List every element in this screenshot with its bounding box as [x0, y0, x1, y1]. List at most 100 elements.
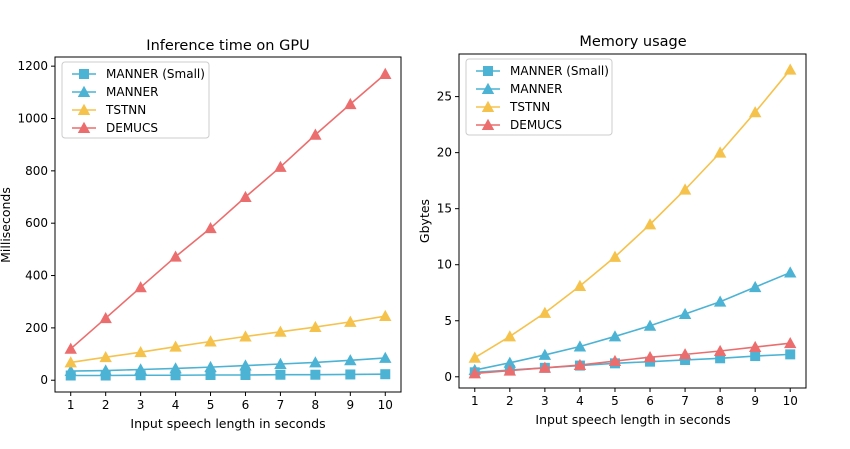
- data-point: [239, 330, 252, 342]
- y-tick-label: 0: [444, 370, 452, 384]
- data-point: [99, 364, 112, 376]
- data-point: [713, 295, 727, 307]
- data-point: [274, 357, 287, 369]
- data-point: [380, 369, 391, 380]
- axis-ticks: 1 2 3 4 5 6 7 8 9 10 0 200 400 600 800 1000 1200: [17, 59, 392, 412]
- x-tick-label: 6: [242, 398, 250, 412]
- series-line: [70, 315, 386, 364]
- legend-marker: [77, 121, 91, 133]
- y-tick-label: 20: [437, 146, 452, 160]
- data-point: [608, 250, 622, 262]
- y-tick-label: 800: [25, 164, 48, 178]
- chart-title: Memory usage: [579, 34, 686, 50]
- data-point: [784, 266, 797, 278]
- data-point: [503, 356, 517, 368]
- data-point: [379, 309, 392, 322]
- inference-time-chart: Inference time on GPU Input speech lengt…: [0, 38, 402, 431]
- x-tick-label: 2: [506, 394, 514, 408]
- y-tick-label: 1000: [17, 112, 48, 126]
- axis-ticks: 1 2 3 4 5 6 7 8 9 10 0 5 10 15 20 25: [437, 90, 798, 408]
- data-point: [274, 160, 287, 172]
- legend-marker: [481, 100, 495, 112]
- data-point: [678, 348, 692, 360]
- legend-marker: [77, 103, 91, 115]
- data-point: [239, 359, 252, 371]
- data-point: [310, 369, 321, 380]
- x-tick-label: 4: [576, 394, 584, 408]
- data-point: [379, 67, 392, 79]
- data-point: [204, 360, 217, 373]
- legend-label: TSTNN: [509, 100, 550, 114]
- data-point: [274, 325, 287, 337]
- data-point: [99, 350, 112, 363]
- x-tick-label: 3: [137, 398, 145, 412]
- data-point: [64, 342, 77, 354]
- data-point: [503, 364, 517, 376]
- data-point: [309, 320, 322, 333]
- plot-area: [468, 63, 797, 379]
- data-point: [503, 330, 517, 342]
- x-tick-label: 5: [611, 394, 619, 408]
- y-tick-label: 1200: [17, 59, 48, 73]
- y-tick-label: 25: [437, 90, 452, 104]
- series-line: [474, 69, 791, 359]
- x-tick-label: 8: [312, 398, 320, 412]
- data-point: [680, 354, 691, 365]
- series-manner: [64, 351, 392, 377]
- x-tick-label: 2: [102, 398, 110, 412]
- x-tick-label: 8: [716, 394, 724, 408]
- legend-label: TSTNN: [105, 103, 146, 117]
- data-point: [239, 190, 252, 202]
- x-tick-label: 7: [277, 398, 285, 412]
- legend-label: MANNER: [510, 82, 562, 96]
- data-point: [169, 250, 182, 262]
- data-point: [538, 361, 552, 373]
- series-demucs: [468, 336, 797, 379]
- data-point: [99, 311, 112, 324]
- data-point: [573, 358, 587, 370]
- y-axis-label: Gbytes: [417, 199, 432, 243]
- x-tick-label: 9: [347, 398, 355, 412]
- x-axis-label: Input speech length in seconds: [535, 412, 730, 427]
- data-point: [784, 63, 797, 75]
- data-point: [643, 350, 657, 363]
- x-tick-label: 6: [646, 394, 654, 408]
- data-point: [135, 370, 146, 381]
- series-line: [474, 342, 791, 375]
- data-point: [204, 335, 217, 347]
- data-point: [713, 344, 727, 356]
- series-line: [70, 357, 386, 372]
- series-line: [474, 271, 791, 371]
- series-manner: [468, 266, 797, 376]
- memory-usage-chart: Memory usage Input speech length in seco…: [417, 34, 807, 427]
- legend-label: DEMUCS: [106, 121, 158, 135]
- x-tick-label: 10: [378, 398, 393, 412]
- data-point: [64, 356, 77, 368]
- x-tick-label: 5: [207, 398, 215, 412]
- data-point: [309, 356, 322, 368]
- data-point: [169, 362, 182, 374]
- data-point: [643, 218, 657, 230]
- data-point: [345, 369, 356, 380]
- data-point: [573, 279, 587, 291]
- data-point: [344, 354, 357, 366]
- data-point: [134, 281, 147, 293]
- legend-label: MANNER: [106, 85, 158, 99]
- x-tick-label: 1: [67, 398, 75, 412]
- data-point: [134, 346, 147, 358]
- data-point: [608, 330, 622, 342]
- data-point: [573, 340, 587, 352]
- x-tick-label: 7: [681, 394, 689, 408]
- data-point: [344, 97, 357, 110]
- y-tick-label: 600: [25, 216, 48, 230]
- legend-marker: [79, 69, 89, 79]
- legend-label: DEMUCS: [510, 118, 562, 132]
- plot-area: [64, 67, 392, 381]
- legend-marker: [483, 66, 493, 76]
- x-tick-label: 3: [541, 394, 549, 408]
- data-point: [204, 221, 217, 234]
- x-tick-label: 10: [783, 394, 798, 408]
- data-point: [240, 369, 251, 380]
- data-point: [784, 336, 797, 349]
- data-point: [134, 363, 147, 375]
